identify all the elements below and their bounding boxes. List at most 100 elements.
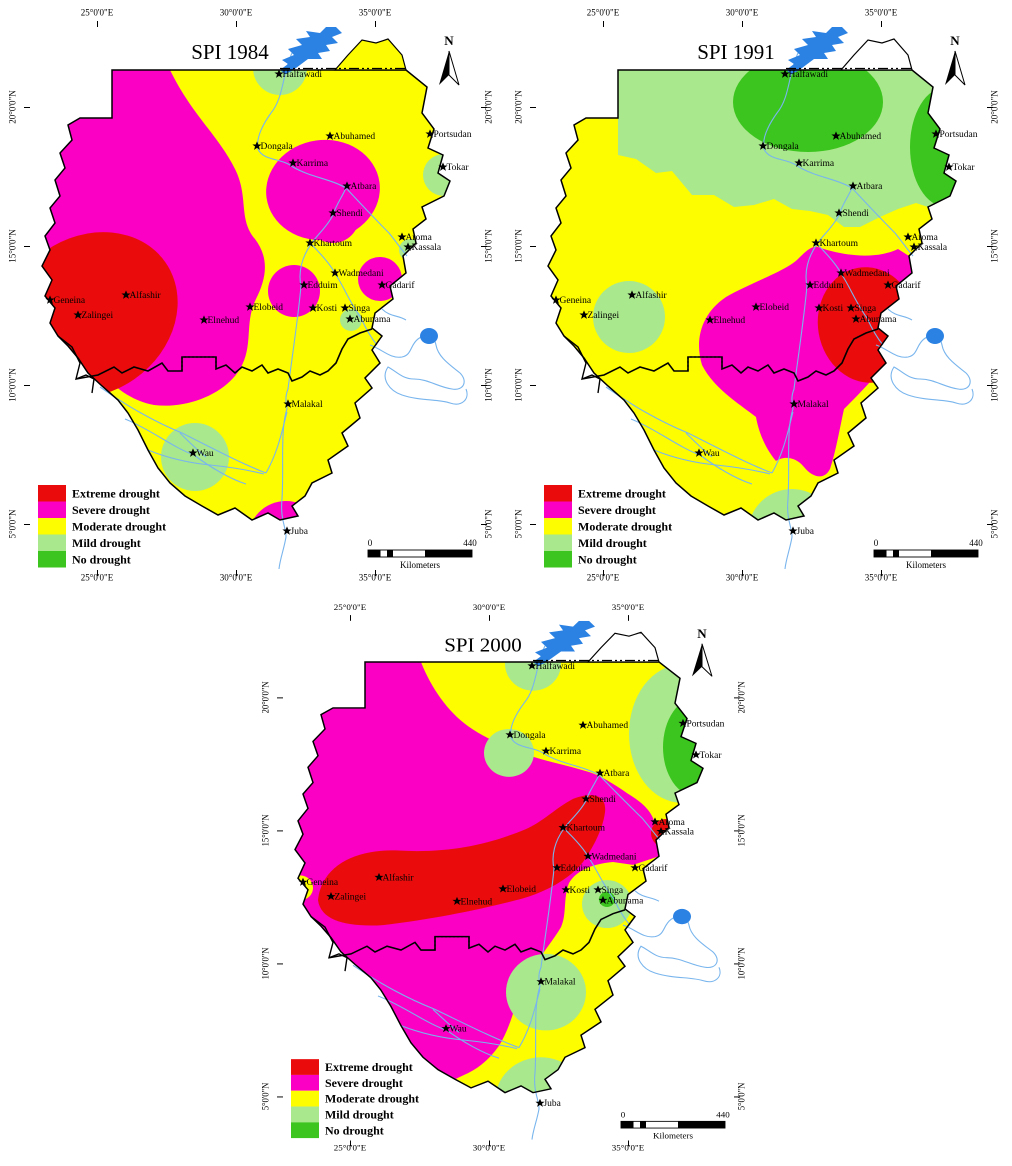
internal-boundary-dashed-box xyxy=(434,936,470,951)
axis-tick-bottom xyxy=(235,570,237,576)
river-line xyxy=(887,308,913,321)
city-star-icon xyxy=(805,280,815,289)
city-label: Abuhamed xyxy=(334,132,376,142)
river-line xyxy=(179,432,207,458)
axis-tick-left xyxy=(24,384,30,386)
city-star-icon xyxy=(535,1098,545,1107)
axis-tick-right xyxy=(987,523,993,525)
city-label: Singa xyxy=(349,304,371,314)
legend-label: Severe drought xyxy=(578,503,656,517)
axis-label-left: 20°0'0"N xyxy=(513,90,524,124)
river-line xyxy=(381,308,407,321)
city-label: Dongala xyxy=(514,731,546,741)
map-canvas: Halfawadi Dongala Abuhamed Portsudan Karrima… xyxy=(536,27,987,570)
city-star-icon xyxy=(656,826,666,836)
river-line xyxy=(816,243,884,346)
city-star-icon xyxy=(326,892,336,901)
axis-tick-left xyxy=(277,829,283,831)
city-star-icon xyxy=(944,162,954,171)
north-arrow-right-half xyxy=(701,643,713,677)
axis-tick-left xyxy=(24,523,30,525)
lake-nasser xyxy=(786,27,848,74)
city-star-icon xyxy=(811,238,821,247)
axis-tick-bottom xyxy=(374,570,376,576)
axis-label-left: 10°0'0"N xyxy=(7,368,18,402)
city-star-icon xyxy=(903,232,913,241)
city-label: Malakal xyxy=(292,400,323,410)
north-arrow-left-half xyxy=(439,51,449,85)
legend-label: Severe drought xyxy=(72,503,150,517)
river-line xyxy=(369,335,468,405)
city-label: Geneina xyxy=(307,878,339,888)
city-label: Halfawadi xyxy=(789,69,829,80)
city-star-icon xyxy=(789,399,799,408)
city-label: Elobeid xyxy=(507,885,537,895)
axis-tick-left xyxy=(530,245,536,247)
drought-region-none xyxy=(733,70,883,152)
lake-tana xyxy=(673,908,691,925)
axis-tick-bottom xyxy=(96,570,98,576)
city-star-icon xyxy=(627,290,637,299)
axis-tick-top xyxy=(96,21,98,27)
north-arrow-right-half xyxy=(448,50,460,86)
city-label: Aroma xyxy=(659,818,685,828)
city-star-icon xyxy=(438,162,448,171)
city-label: Malakal xyxy=(545,978,576,988)
city-label: Karrima xyxy=(550,747,582,757)
drought-region-severe xyxy=(307,191,359,243)
axis-tick-left xyxy=(277,1095,283,1097)
city-label: Alfashir xyxy=(383,873,415,884)
legend-label: Extreme drought xyxy=(578,487,666,501)
axis-label-bottom: 25°0'0"E xyxy=(80,572,114,583)
city-label: Juba xyxy=(544,1099,561,1109)
legend-label: Mild drought xyxy=(325,1109,394,1122)
city-star-icon xyxy=(552,863,562,872)
scale-bar-max: 440 xyxy=(716,1110,730,1120)
city-star-icon xyxy=(245,302,255,311)
map-title: SPI 2000 xyxy=(444,635,522,657)
city-label: Juba xyxy=(797,527,815,537)
city-star-icon xyxy=(578,720,588,729)
city-star-icon xyxy=(834,208,844,217)
axis-tick-bottom xyxy=(349,1140,351,1147)
city-label: Elnehud xyxy=(461,897,493,907)
axis-label-bottom: 30°0'0"E xyxy=(725,572,759,583)
city-label: Malakal xyxy=(798,400,829,410)
city-star-icon xyxy=(330,268,340,277)
country-outline xyxy=(41,69,451,521)
lake-nasser xyxy=(280,27,342,74)
city-markers: Halfawadi Dongala Abuhamed Portsudan Karrima… xyxy=(298,661,725,1109)
drought-region-extreme xyxy=(318,795,606,926)
drought-region-mild xyxy=(593,281,665,353)
axis-tick-bottom xyxy=(880,570,882,576)
legend-swatch-severe xyxy=(291,1074,319,1091)
axis-tick-right xyxy=(987,106,993,108)
axis-tick-right xyxy=(481,245,487,247)
axis-tick-right xyxy=(734,962,740,964)
river-line xyxy=(653,449,771,475)
river-line xyxy=(598,774,661,841)
city-star-icon xyxy=(188,448,198,457)
axis-label-bottom: 35°0'0"E xyxy=(358,572,392,583)
city-label: Dongala xyxy=(261,142,294,152)
city-star-icon xyxy=(541,746,551,755)
river-line xyxy=(518,989,541,1048)
city-label: Zalingei xyxy=(82,311,114,321)
city-label: Karrima xyxy=(297,159,329,169)
city-star-icon xyxy=(527,661,537,670)
river-line xyxy=(432,1009,460,1033)
scale-bar-max: 440 xyxy=(463,538,477,548)
city-star-icon xyxy=(909,242,919,251)
river-line xyxy=(563,828,631,926)
river-line xyxy=(771,411,794,474)
city-label: Dongala xyxy=(767,142,800,152)
city-star-icon xyxy=(377,280,387,289)
river-line xyxy=(605,386,773,474)
axis-label-left: 5°0'0"N xyxy=(513,509,524,539)
city-label: Kassala xyxy=(412,243,442,253)
city-star-icon xyxy=(288,158,298,167)
axis-label-top: 30°0'0"E xyxy=(725,7,759,18)
axis-label-left: 15°0'0"N xyxy=(260,814,271,847)
scale-bar-min: 0 xyxy=(621,1110,626,1120)
